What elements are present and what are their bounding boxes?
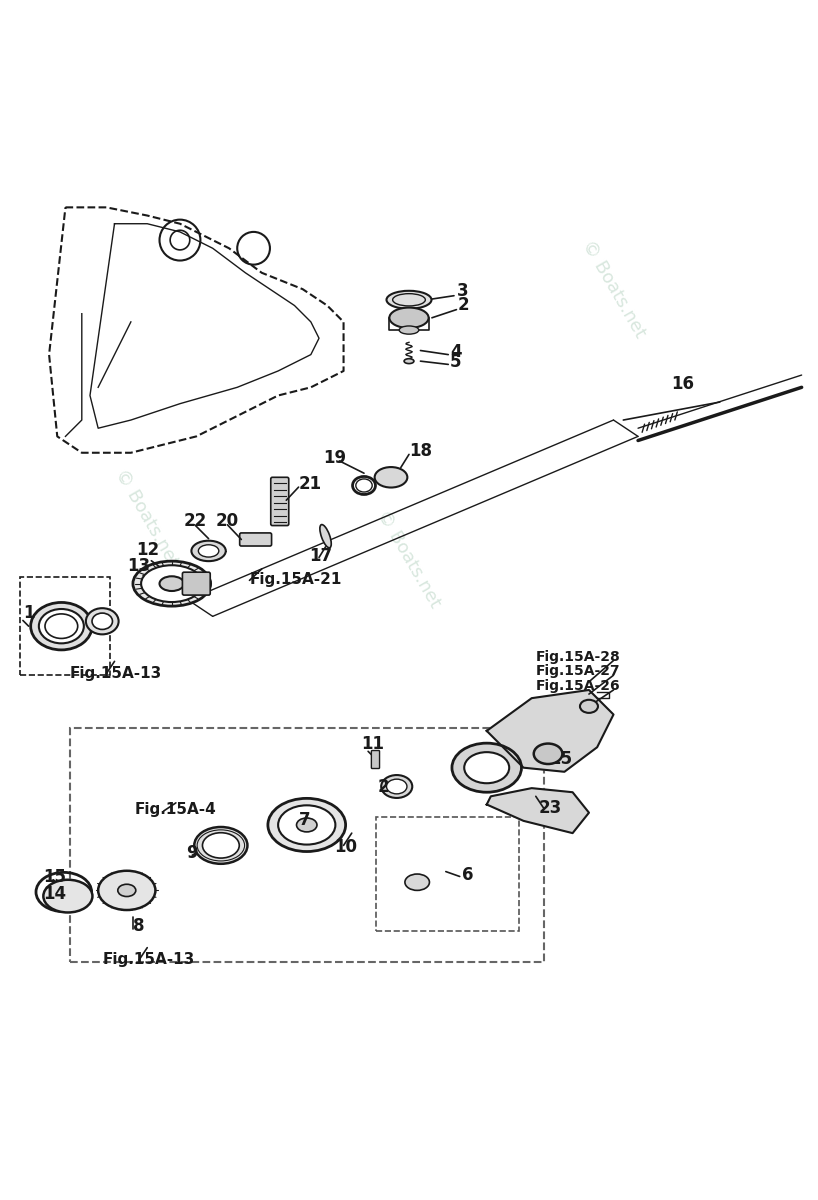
- Ellipse shape: [191, 541, 226, 562]
- Text: 4: 4: [450, 343, 461, 361]
- Ellipse shape: [580, 700, 598, 713]
- Ellipse shape: [399, 326, 419, 334]
- Ellipse shape: [118, 884, 136, 896]
- Text: 17: 17: [309, 547, 332, 565]
- Ellipse shape: [404, 359, 414, 364]
- Ellipse shape: [92, 613, 112, 630]
- Ellipse shape: [38, 608, 83, 643]
- Text: 19: 19: [323, 449, 346, 467]
- Text: 18: 18: [409, 442, 432, 460]
- Text: 2: 2: [458, 295, 470, 313]
- Ellipse shape: [203, 833, 240, 858]
- Text: 16: 16: [671, 374, 694, 392]
- Ellipse shape: [389, 307, 429, 328]
- FancyBboxPatch shape: [240, 533, 272, 546]
- Text: Fig.15A-27: Fig.15A-27: [536, 665, 620, 678]
- Text: 24: 24: [378, 779, 401, 797]
- Text: 9: 9: [187, 844, 198, 862]
- Ellipse shape: [381, 775, 412, 798]
- Ellipse shape: [133, 562, 211, 606]
- Text: 14: 14: [43, 884, 66, 902]
- Text: 10: 10: [334, 838, 357, 856]
- Text: 8: 8: [133, 917, 144, 935]
- Ellipse shape: [465, 752, 509, 784]
- Ellipse shape: [142, 565, 202, 602]
- Text: 3: 3: [456, 282, 468, 300]
- Text: 21: 21: [299, 475, 321, 493]
- Ellipse shape: [86, 608, 119, 635]
- Text: 11: 11: [362, 734, 384, 752]
- Text: Fig.15A-13: Fig.15A-13: [70, 666, 162, 680]
- Text: 22: 22: [184, 512, 207, 530]
- Text: 1: 1: [23, 604, 34, 622]
- FancyBboxPatch shape: [182, 572, 210, 595]
- Text: 12: 12: [137, 541, 160, 559]
- Ellipse shape: [98, 871, 155, 910]
- Text: 7: 7: [299, 811, 310, 829]
- Text: © Boats.net: © Boats.net: [578, 238, 649, 341]
- Text: 23: 23: [538, 799, 561, 817]
- Ellipse shape: [296, 818, 317, 832]
- Text: Fig.15A-28: Fig.15A-28: [536, 649, 621, 664]
- Ellipse shape: [533, 744, 563, 764]
- Ellipse shape: [43, 880, 92, 912]
- Text: 20: 20: [215, 512, 238, 530]
- Text: 25: 25: [550, 750, 573, 768]
- Text: Fig.15A-13: Fig.15A-13: [102, 952, 195, 967]
- Text: Fig.15A-26: Fig.15A-26: [536, 679, 620, 692]
- Ellipse shape: [386, 779, 407, 794]
- Ellipse shape: [199, 545, 219, 557]
- Text: © Boats.net: © Boats.net: [374, 508, 444, 611]
- Ellipse shape: [195, 827, 248, 864]
- Ellipse shape: [405, 874, 429, 890]
- Ellipse shape: [320, 524, 331, 548]
- FancyBboxPatch shape: [271, 478, 289, 526]
- Ellipse shape: [278, 805, 335, 845]
- Text: 6: 6: [462, 865, 474, 883]
- Ellipse shape: [386, 290, 432, 308]
- Ellipse shape: [31, 602, 92, 650]
- FancyBboxPatch shape: [371, 750, 380, 768]
- Text: © Boats.net: © Boats.net: [112, 466, 182, 570]
- Polygon shape: [487, 788, 589, 833]
- Ellipse shape: [375, 467, 407, 487]
- Text: 5: 5: [450, 353, 461, 371]
- Text: Fig.15A-21: Fig.15A-21: [249, 571, 342, 587]
- Polygon shape: [487, 690, 614, 772]
- Ellipse shape: [160, 576, 184, 592]
- Text: 15: 15: [43, 869, 66, 887]
- Ellipse shape: [452, 743, 522, 792]
- Text: 13: 13: [127, 557, 150, 575]
- Text: Fig.15A-4: Fig.15A-4: [135, 803, 217, 817]
- Ellipse shape: [267, 798, 346, 852]
